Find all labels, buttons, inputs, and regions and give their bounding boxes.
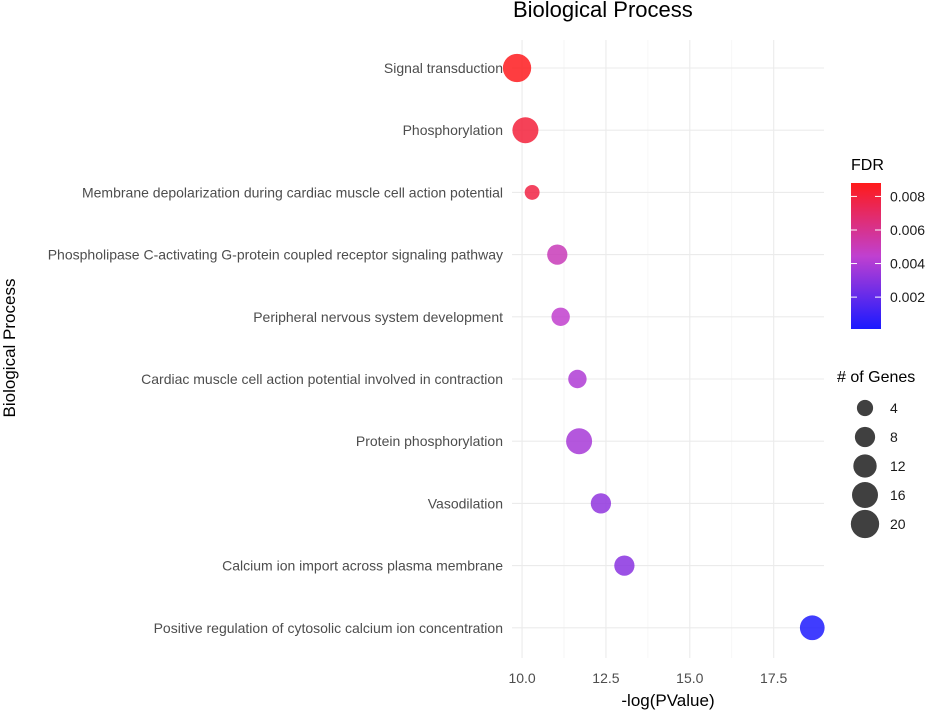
category-label: Calcium ion import across plasma membran… [222,558,503,574]
category-label: Phosphorylation [403,122,503,138]
x-tick-label: 12.5 [592,670,619,686]
x-tick-label: 10.0 [508,670,535,686]
category-label: Protein phosphorylation [356,433,503,449]
category-label: Cardiac muscle cell action potential inv… [141,371,503,387]
category-label: Membrane depolarization during cardiac m… [82,184,503,200]
fdr-tick-label: 0.006 [890,222,925,238]
x-tick-label: 15.0 [676,670,703,686]
size-legend-label: 12 [890,458,906,474]
data-point [524,184,540,200]
size-legend-marker [854,426,876,448]
x-tick-label: 17.5 [760,670,787,686]
genes-size-legend: # of Genes 4 8 12 16 20 [837,369,915,539]
category-label: Vasodilation [428,495,503,511]
data-point [547,244,568,265]
category-label: Positive regulation of cytosolic calcium… [154,620,503,636]
y-axis-category-labels: Signal transduction Phosphorylation Membra… [48,60,503,636]
chart-title: Biological Process [513,0,693,22]
size-legend-marker [850,509,880,539]
genes-legend-items: 4 8 12 16 20 [850,399,906,539]
fdr-legend-ticks: 0.008 0.006 0.004 0.002 [851,188,925,305]
data-point [590,493,612,514]
category-label: Signal transduction [384,60,503,76]
fdr-color-legend: FDR 0.008 0.006 0.004 0.002 [851,157,925,329]
size-legend-marker [852,482,878,508]
data-point [568,369,587,389]
data-point [799,615,825,641]
size-legend-label: 16 [890,487,906,503]
data-point [551,307,570,327]
data-point [502,53,532,83]
fdr-legend-title: FDR [851,157,884,174]
fdr-tick-label: 0.008 [890,188,925,204]
plot-grid [512,40,824,658]
x-axis-tick-labels: 10.0 12.5 15.0 17.5 [508,670,787,686]
data-points [502,53,825,641]
size-legend-marker [853,454,877,478]
data-point [614,555,635,576]
fdr-tick-label: 0.004 [890,256,925,272]
category-label: Phospholipase C-activating G-protein cou… [48,247,503,263]
fdr-tick-label: 0.002 [890,289,925,305]
data-point [566,428,593,455]
genes-legend-title: # of Genes [837,369,915,386]
size-legend-label: 4 [890,400,898,416]
size-legend-label: 8 [890,429,898,445]
y-axis-title: Biological Process [0,279,19,418]
data-point [512,117,539,144]
category-label: Peripheral nervous system development [253,309,503,325]
size-legend-marker [856,399,874,417]
fdr-colorbar [851,183,881,329]
size-legend-label: 20 [890,516,906,532]
x-axis-title: -log(PValue) [621,691,714,710]
